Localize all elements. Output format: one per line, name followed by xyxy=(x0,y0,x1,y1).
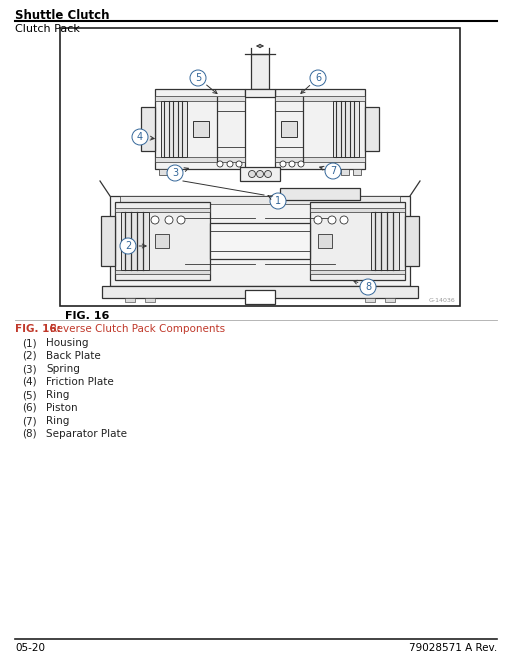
Bar xyxy=(250,54,268,89)
Bar xyxy=(280,121,296,137)
Bar xyxy=(274,157,364,162)
Text: 7: 7 xyxy=(329,166,335,176)
Bar xyxy=(279,188,359,200)
Bar xyxy=(115,202,210,280)
Circle shape xyxy=(236,161,242,167)
Circle shape xyxy=(248,171,255,178)
Circle shape xyxy=(327,216,335,224)
Bar xyxy=(115,208,210,212)
Circle shape xyxy=(190,70,206,86)
Circle shape xyxy=(269,193,286,209)
Bar xyxy=(240,167,279,181)
Bar xyxy=(110,196,409,286)
Text: 2: 2 xyxy=(125,241,131,251)
Circle shape xyxy=(227,161,233,167)
Text: Separator Plate: Separator Plate xyxy=(46,429,127,439)
Circle shape xyxy=(177,216,185,224)
Bar xyxy=(161,101,187,157)
Bar xyxy=(352,169,360,175)
Circle shape xyxy=(264,171,271,178)
Bar xyxy=(384,298,394,302)
Bar xyxy=(244,290,274,304)
Circle shape xyxy=(165,216,173,224)
Text: 1: 1 xyxy=(274,196,280,206)
Bar xyxy=(155,89,244,169)
Bar xyxy=(332,101,358,157)
Bar xyxy=(364,107,378,151)
Text: 05-20: 05-20 xyxy=(15,643,45,653)
Text: FIG. 16: FIG. 16 xyxy=(65,311,109,321)
Bar xyxy=(274,89,364,169)
Text: Friction Plate: Friction Plate xyxy=(46,377,114,387)
Bar xyxy=(364,298,374,302)
Circle shape xyxy=(340,216,347,224)
Text: 5: 5 xyxy=(194,73,201,83)
Text: Clutch Pack: Clutch Pack xyxy=(15,24,80,34)
Circle shape xyxy=(132,129,148,145)
Bar xyxy=(318,234,331,248)
Text: Piston: Piston xyxy=(46,403,77,413)
Text: (2): (2) xyxy=(22,351,37,361)
Text: (6): (6) xyxy=(22,403,37,413)
Circle shape xyxy=(216,161,222,167)
Circle shape xyxy=(359,279,375,295)
Bar xyxy=(155,157,244,162)
Text: Housing: Housing xyxy=(46,338,89,348)
Text: FIG. 16:: FIG. 16: xyxy=(15,324,61,334)
Bar xyxy=(192,121,209,137)
Text: G-14036: G-14036 xyxy=(428,298,454,303)
Text: Back Plate: Back Plate xyxy=(46,351,101,361)
Bar xyxy=(60,28,459,306)
Bar xyxy=(125,298,135,302)
Bar xyxy=(309,202,404,280)
Circle shape xyxy=(297,161,303,167)
Bar xyxy=(140,107,155,151)
Text: (3): (3) xyxy=(22,364,37,374)
Circle shape xyxy=(120,238,136,254)
Bar xyxy=(171,169,179,175)
Bar xyxy=(102,286,417,298)
Bar xyxy=(370,212,398,270)
Bar xyxy=(244,89,274,97)
Bar xyxy=(115,270,210,274)
Circle shape xyxy=(314,216,321,224)
Bar xyxy=(341,169,348,175)
Bar xyxy=(120,196,399,204)
Text: (7): (7) xyxy=(22,416,37,426)
Text: (5): (5) xyxy=(22,390,37,400)
Text: Ring: Ring xyxy=(46,416,69,426)
Bar xyxy=(155,96,244,101)
Text: Spring: Spring xyxy=(46,364,80,374)
Text: (4): (4) xyxy=(22,377,37,387)
Bar xyxy=(210,223,309,259)
Bar xyxy=(155,234,168,248)
Text: (8): (8) xyxy=(22,429,37,439)
Bar xyxy=(159,169,166,175)
Text: 79028571 A Rev.: 79028571 A Rev. xyxy=(408,643,496,653)
Bar xyxy=(274,96,364,101)
Text: Shuttle Clutch: Shuttle Clutch xyxy=(15,9,109,22)
Bar xyxy=(145,298,155,302)
Circle shape xyxy=(324,163,341,179)
Bar xyxy=(101,215,115,266)
Circle shape xyxy=(166,165,183,181)
Bar xyxy=(309,208,404,212)
Bar xyxy=(404,215,418,266)
Circle shape xyxy=(151,216,159,224)
Circle shape xyxy=(309,70,325,86)
Bar xyxy=(309,270,404,274)
Text: 3: 3 xyxy=(172,168,178,178)
Text: Reverse Clutch Pack Components: Reverse Clutch Pack Components xyxy=(50,324,224,334)
Text: (1): (1) xyxy=(22,338,37,348)
Text: 4: 4 xyxy=(137,132,143,142)
Text: Ring: Ring xyxy=(46,390,69,400)
Bar xyxy=(121,212,149,270)
Circle shape xyxy=(256,171,263,178)
Text: 8: 8 xyxy=(364,282,371,292)
Circle shape xyxy=(279,161,286,167)
Circle shape xyxy=(289,161,294,167)
Text: 6: 6 xyxy=(315,73,321,83)
